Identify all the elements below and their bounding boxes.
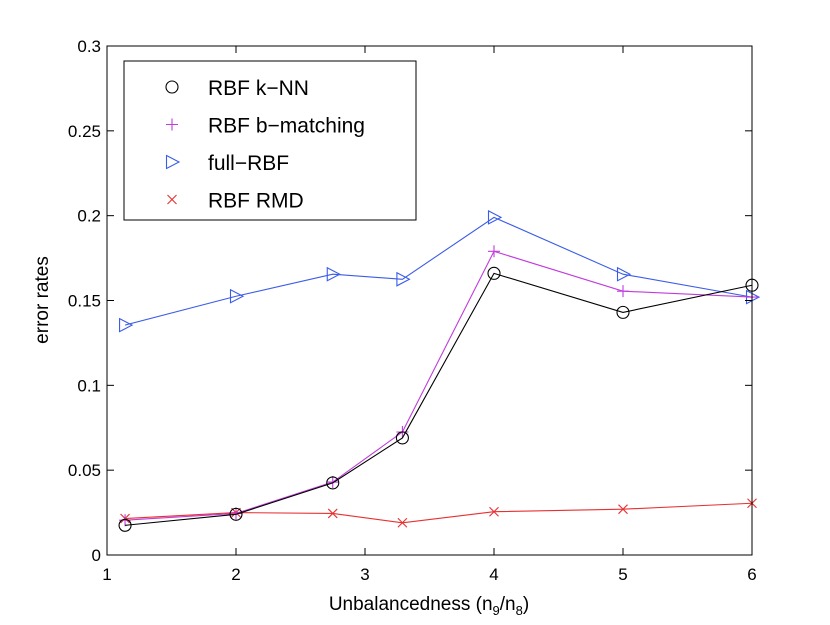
x-axis-label-end: ) [523, 594, 529, 615]
y-tick-label: 0.25 [68, 122, 101, 141]
ticks-layer: 1 2 3 4 5 6 0 0.05 0.1 0.15 0.2 0.25 0.3 [68, 37, 757, 584]
x-axis-label-mid: /n [500, 594, 516, 615]
data-point-marker [326, 476, 339, 489]
data-point-marker [487, 209, 503, 225]
data-point-marker [326, 266, 341, 282]
legend-entry: RBF RMD [167, 190, 304, 213]
data-point-marker [488, 245, 500, 258]
y-tick-label: 0.2 [77, 207, 101, 226]
x-tick-label: 2 [231, 565, 240, 584]
x-tick-label: 4 [489, 565, 498, 584]
data-point-marker [616, 305, 630, 319]
legend: RBF k−NN RBF b−matching full−RBF RBF RMD [123, 60, 417, 221]
series-triangle-right [119, 209, 761, 333]
legend-label: RBF b−matching [208, 115, 365, 138]
y-tick-label: 0.1 [77, 376, 101, 395]
data-point-marker [229, 507, 243, 521]
x-tick-label: 5 [618, 565, 627, 584]
series-line [124, 216, 753, 326]
y-tick-label: 0.05 [68, 461, 101, 480]
legend-entry: full−RBF [165, 152, 289, 175]
legend-label: full−RBF [208, 152, 289, 175]
legend-marker [165, 80, 179, 94]
series-line [125, 502, 753, 524]
y-tick-label: 0.15 [68, 292, 101, 311]
x-tick-label: 3 [360, 565, 369, 584]
legend-label: RBF k−NN [208, 77, 309, 100]
data-point-marker [397, 517, 408, 528]
legend-entry: RBF b−matching [166, 115, 365, 138]
series-circle [118, 266, 759, 532]
x-axis-label: Unbalancedness (n9/n8) [329, 594, 529, 618]
data-point-marker [396, 271, 411, 287]
data-point-marker [616, 266, 632, 282]
y-tick-label: 0 [92, 546, 101, 565]
legend-label: RBF RMD [208, 190, 304, 213]
legend-marker [167, 194, 177, 205]
series-x [120, 498, 757, 528]
data-point-marker [118, 518, 132, 532]
y-axis-label: error rates [32, 256, 53, 344]
x-axis-label-main: Unbalancedness (n [329, 594, 493, 615]
data-point-marker [618, 504, 628, 515]
marks-layer [118, 209, 761, 532]
legend-marker [166, 118, 178, 131]
data-point-marker [489, 506, 499, 517]
data-point-marker [487, 266, 501, 280]
y-tick-label: 0.3 [77, 37, 101, 56]
data-point-marker [326, 476, 340, 490]
x-tick-label: 1 [102, 565, 111, 584]
data-point-marker [617, 285, 629, 298]
x-axis-label-sub-9: 9 [493, 603, 500, 618]
data-point-marker [327, 508, 338, 519]
series-line [125, 272, 753, 526]
x-axis-label-sub-8: 8 [516, 603, 523, 618]
x-tick-label: 6 [747, 565, 756, 584]
data-point-marker [119, 317, 134, 333]
data-point-marker [229, 288, 245, 304]
series-plus [119, 245, 758, 527]
legend-marker [165, 154, 181, 170]
data-point-marker [395, 431, 409, 445]
legend-entry: RBF k−NN [165, 77, 309, 100]
series-line [125, 250, 753, 521]
legend-box [123, 60, 417, 221]
